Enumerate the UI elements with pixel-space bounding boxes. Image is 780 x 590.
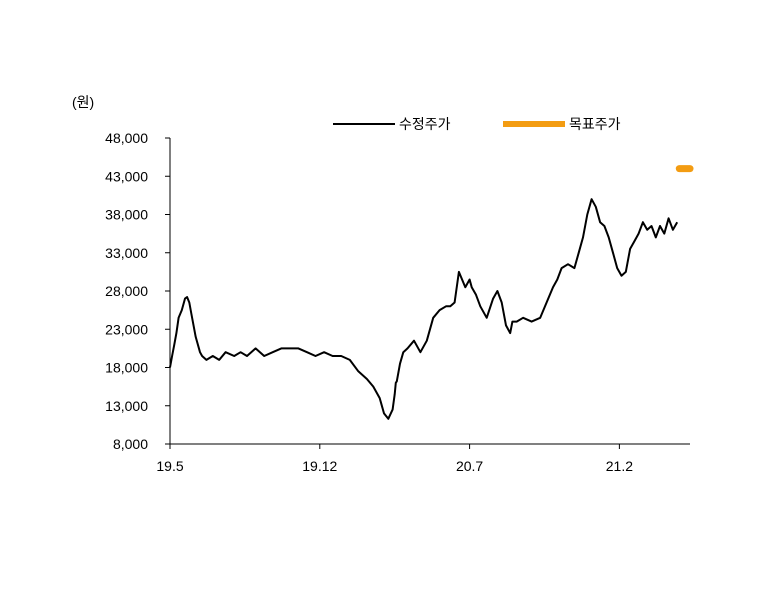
- y-axis: 48,000 43,000 38,000 33,000 28,000 23,000 18,0…: [105, 130, 171, 452]
- y-tick-label: 33,000: [105, 245, 148, 261]
- y-tick-label: 38,000: [105, 207, 148, 223]
- y-unit-label: (원): [72, 94, 94, 110]
- y-tick-label: 28,000: [105, 283, 148, 299]
- x-axis: 19.5 19.12 20.7 21.2: [156, 443, 690, 474]
- legend: 수정주가 목표주가: [333, 116, 621, 132]
- y-tick-label: 43,000: [105, 168, 148, 184]
- legend-target-label: 목표주가: [569, 116, 621, 132]
- plot-area: [169, 165, 694, 420]
- y-tick-label: 8,000: [113, 436, 148, 452]
- legend-price-label: 수정주가: [399, 116, 451, 132]
- y-tick-label: 23,000: [105, 321, 148, 337]
- y-tick-label: 13,000: [105, 398, 148, 414]
- y-tick-label: 18,000: [105, 360, 148, 376]
- x-tick-label: 19.5: [156, 458, 183, 474]
- series-line-price: [169, 198, 679, 420]
- x-tick-label: 19.12: [302, 458, 337, 474]
- x-tick-label: 21.2: [606, 458, 633, 474]
- x-tick-label: 20.7: [456, 458, 483, 474]
- y-tick-label: 48,000: [105, 130, 148, 146]
